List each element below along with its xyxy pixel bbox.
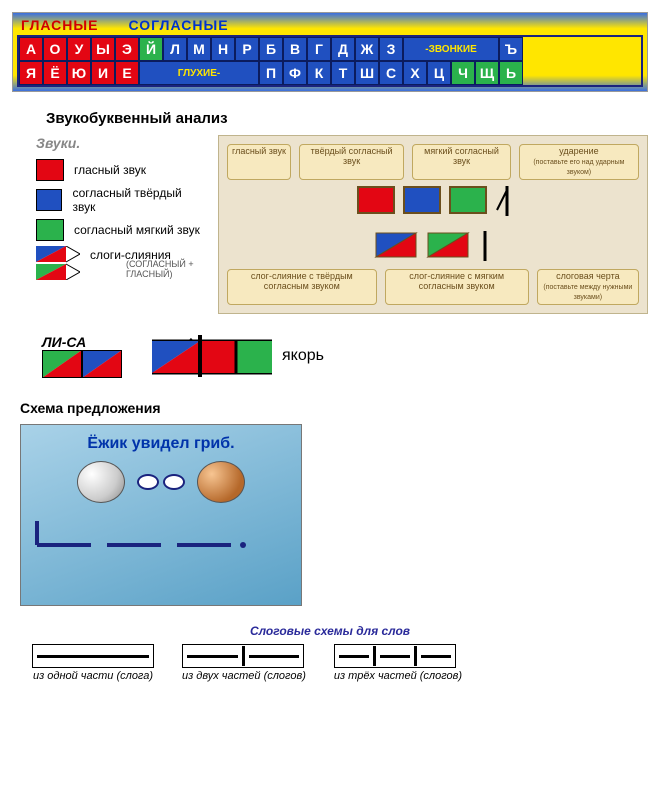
legend-soft-label: согласный мягкий звук bbox=[74, 223, 200, 237]
swatch-hard bbox=[36, 189, 62, 211]
letter-cell: Е bbox=[115, 61, 139, 85]
letter-cell: Я bbox=[19, 61, 43, 85]
swatch-soft bbox=[36, 219, 64, 241]
letter-cell: Л bbox=[163, 37, 187, 61]
row-tag: -ЗВОНКИЕ bbox=[403, 37, 499, 61]
alphabet-rows: АОУЫЭЙЛМНРБВГДЖЗ-ЗВОНКИЕЪ ЯЁЮИЕГЛУХИЕ-ПФ… bbox=[17, 35, 643, 87]
letter-cell: Б bbox=[259, 37, 283, 61]
letter-cell: А bbox=[19, 37, 43, 61]
letter-cell: Ё bbox=[43, 61, 67, 85]
letter-cell: З bbox=[379, 37, 403, 61]
annot-merge-hard: слог-слияние с твёрдым согласным звуком bbox=[227, 269, 377, 305]
legend-hard-label: согласный твёрдый звук bbox=[72, 186, 200, 214]
sample-hard-square bbox=[403, 186, 441, 214]
swatch-vowel bbox=[36, 159, 64, 181]
lisa-diagram bbox=[42, 350, 122, 378]
legend-hard: согласный твёрдый звук bbox=[36, 186, 200, 214]
legend-vowel-label: гласный звук bbox=[74, 163, 146, 177]
letter-cell: Ш bbox=[355, 61, 379, 85]
sentence-scheme bbox=[31, 515, 291, 560]
alphabet-bar: ГЛАСНЫЕ СОГЛАСНЫЕ АОУЫЭЙЛМНРБВГДЖЗ-ЗВОНК… bbox=[12, 12, 648, 92]
pictogram-mushroom bbox=[197, 461, 245, 503]
letter-cell: Н bbox=[211, 37, 235, 61]
sentence-pictograms bbox=[31, 461, 291, 503]
letter-cell: Ъ bbox=[499, 37, 523, 61]
pictogram-hedgehog bbox=[77, 461, 125, 503]
example-yakor: якорь bbox=[152, 335, 324, 377]
annotation-card: гласный звук твёрдый согласный звук мягк… bbox=[218, 135, 648, 314]
letter-cell: Ц bbox=[427, 61, 451, 85]
annot-vowel: гласный звук bbox=[227, 144, 291, 180]
letter-cell: Ж bbox=[355, 37, 379, 61]
letter-cell: Д bbox=[331, 37, 355, 61]
section-title-sentence: Схема предложения bbox=[20, 400, 648, 416]
pictogram-eyes bbox=[137, 461, 185, 503]
section-title-analysis: Звукобуквенный анализ bbox=[46, 110, 648, 127]
sample-merge-hard bbox=[374, 231, 418, 259]
sentence-card: Ёжик увидел гриб. bbox=[20, 424, 302, 606]
letter-cell: Т bbox=[331, 61, 355, 85]
letter-cell: И bbox=[91, 61, 115, 85]
letter-cell: Щ bbox=[475, 61, 499, 85]
alphabet-row-1: АОУЫЭЙЛМНРБВГДЖЗ-ЗВОНКИЕЪ bbox=[19, 37, 641, 61]
syllable-schemes: из одной части (слога) из двух частей (с… bbox=[32, 644, 648, 682]
annot-stress: ударение(поставьте его над ударным звуко… bbox=[519, 144, 639, 180]
letter-cell: Ю bbox=[67, 61, 91, 85]
letter-cell: Х bbox=[403, 61, 427, 85]
letter-cell: К bbox=[307, 61, 331, 85]
lisa-label: ЛИ-СА bbox=[42, 334, 122, 350]
sample-soft-square bbox=[449, 186, 487, 214]
row-tag: ГЛУХИЕ- bbox=[139, 61, 259, 85]
header-vowels: ГЛАСНЫЕ bbox=[21, 17, 98, 33]
annot-merge-soft: слог-слияние с мягким согласным звуком bbox=[385, 269, 529, 305]
letter-cell: Й bbox=[139, 37, 163, 61]
letter-cell: С bbox=[379, 61, 403, 85]
letter-cell: Р bbox=[235, 37, 259, 61]
syllable-one: из одной части (слога) bbox=[32, 644, 154, 682]
syllable-title: Слоговые схемы для слов bbox=[12, 624, 648, 638]
example-lisa: ЛИ-СА bbox=[42, 334, 122, 378]
word-examples: ЛИ-СА якорь bbox=[42, 334, 648, 378]
syllable-two: из двух частей (слогов) bbox=[182, 644, 306, 682]
letter-cell: Ь bbox=[499, 61, 523, 85]
sentence-text: Ёжик увидел гриб. bbox=[31, 435, 291, 453]
yakor-label: якорь bbox=[282, 347, 324, 365]
header-consonants: СОГЛАСНЫЕ bbox=[128, 17, 228, 33]
sample-stress-mark bbox=[495, 186, 509, 216]
letter-cell: У bbox=[67, 37, 91, 61]
letter-cell: В bbox=[283, 37, 307, 61]
letter-cell: Э bbox=[115, 37, 139, 61]
alphabet-header: ГЛАСНЫЕ СОГЛАСНЫЕ bbox=[17, 17, 643, 35]
letter-cell: Ф bbox=[283, 61, 307, 85]
sample-vowel-square bbox=[357, 186, 395, 214]
yakor-diagram bbox=[152, 335, 272, 377]
letter-cell: Ы bbox=[91, 37, 115, 61]
annot-syllable-bar: слоговая черта(поставьте между нужными з… bbox=[537, 269, 639, 305]
legend-title: Звуки. bbox=[36, 135, 200, 151]
legend-soft: согласный мягкий звук bbox=[36, 219, 200, 241]
swatch-merge bbox=[36, 246, 80, 280]
letter-cell: П bbox=[259, 61, 283, 85]
annot-hard: твёрдый согласный звук bbox=[299, 144, 404, 180]
sounds-block: Звуки. гласный звук согласный твёрдый зв… bbox=[36, 135, 648, 314]
legend-merge: слоги-слияния (СОГЛАСНЫЙ + ГЛАСНЫЙ) bbox=[36, 246, 200, 280]
letter-cell: О bbox=[43, 37, 67, 61]
annot-soft: мягкий согласный звук bbox=[412, 144, 511, 180]
sample-merge-soft bbox=[426, 231, 470, 259]
letter-cell: Г bbox=[307, 37, 331, 61]
sample-syllable-bar bbox=[478, 231, 492, 261]
letter-cell: Ч bbox=[451, 61, 475, 85]
syllable-three: из трёх частей (слогов) bbox=[334, 644, 462, 682]
alphabet-row-2: ЯЁЮИЕГЛУХИЕ-ПФКТШСХЦЧЩЬ bbox=[19, 61, 641, 85]
legend-vowel: гласный звук bbox=[36, 159, 200, 181]
letter-cell: М bbox=[187, 37, 211, 61]
sound-legend: Звуки. гласный звук согласный твёрдый зв… bbox=[36, 135, 200, 285]
legend-merge-sub: (СОГЛАСНЫЙ + ГЛАСНЫЙ) bbox=[126, 259, 200, 279]
